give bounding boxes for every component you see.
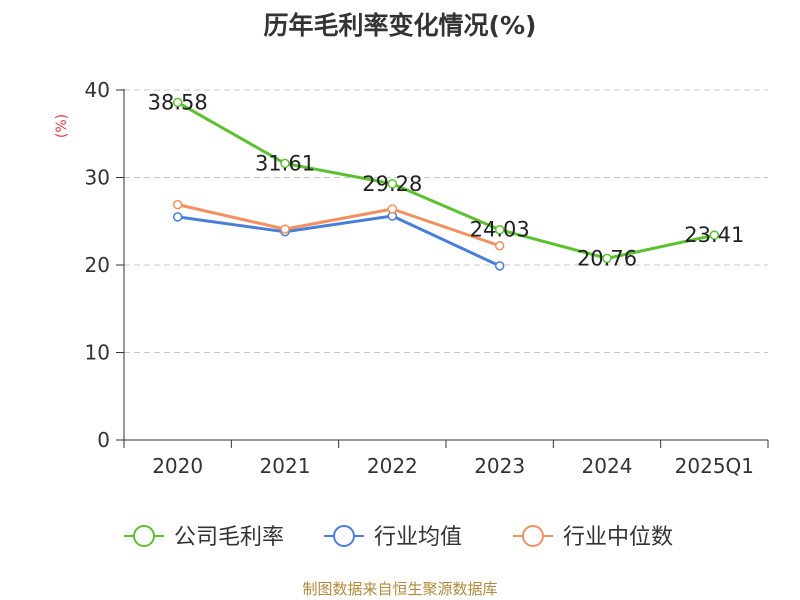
data-point (280, 224, 290, 234)
x-ticks: 2020 2021 2022 2023 2024 2025Q1 (123, 440, 769, 478)
legend-label: 公司毛利率 (174, 525, 284, 550)
data-point (172, 199, 183, 210)
data-point (494, 241, 505, 251)
source-note: 制图数据来自恒生聚源数据库 (302, 580, 498, 598)
series-line-0 (176, 100, 716, 260)
legend: 公司毛利率 行业均值 行业中位数 (124, 525, 673, 550)
series (172, 97, 720, 271)
legend-item: 行业中位数 (513, 525, 673, 550)
y-tick-label: 20 (85, 253, 110, 277)
data-point (602, 253, 612, 264)
data-point (280, 158, 290, 169)
data-point (387, 204, 398, 214)
data-point (709, 230, 720, 240)
y-tick-label: 10 (85, 341, 110, 365)
axes: (%) (54, 89, 768, 441)
y-ticks: 0 10 20 30 40 (85, 78, 124, 452)
series-line-1 (176, 214, 502, 268)
x-tick-label: 2022 (367, 454, 418, 478)
data-point (387, 179, 398, 189)
y-tick-label: 0 (97, 428, 110, 452)
data-label: 23.41 (684, 223, 744, 247)
legend-item: 行业均值 (324, 525, 462, 550)
chart-title: 历年毛利率变化情况(%) (263, 11, 537, 40)
data-label: 38.58 (148, 90, 208, 114)
x-tick-label: 2024 (582, 454, 633, 478)
data-label: 31.61 (255, 151, 315, 175)
y-tick-label: 30 (85, 166, 110, 190)
data-point (172, 97, 183, 108)
data-label: 20.76 (577, 246, 637, 270)
data-label: 24.03 (470, 218, 530, 242)
x-tick-label: 2020 (152, 454, 203, 478)
legend-label: 行业中位数 (563, 525, 673, 550)
series-line-2 (176, 203, 502, 248)
grid-lines (124, 89, 768, 353)
x-tick-label: 2023 (474, 454, 525, 478)
legend-marker (133, 525, 155, 547)
y-axis-title: (%) (54, 114, 70, 138)
data-labels: 38.58 31.61 29.28 24.03 20.76 23.41 (148, 90, 745, 270)
data-point (494, 261, 505, 271)
data-label: 29.28 (362, 172, 422, 196)
legend-label: 行业均值 (374, 525, 462, 550)
legend-marker (522, 525, 544, 547)
data-point (494, 224, 505, 235)
legend-item: 公司毛利率 (124, 525, 284, 550)
x-tick-label: 2025Q1 (675, 454, 754, 478)
legend-marker (333, 525, 355, 547)
x-tick-label: 2021 (260, 454, 311, 478)
y-tick-label: 40 (85, 78, 110, 102)
data-point (172, 212, 183, 222)
